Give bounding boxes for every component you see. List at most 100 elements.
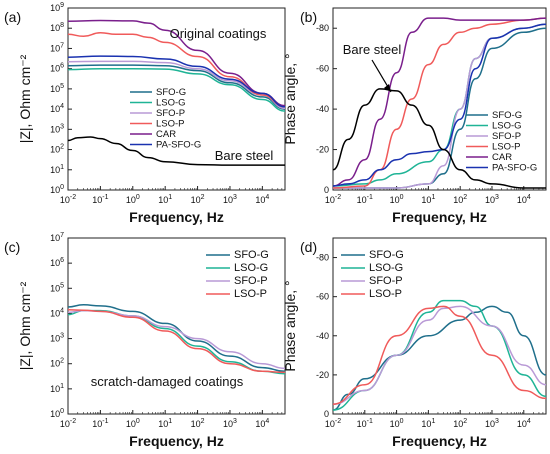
x-tick-label: 101 — [421, 194, 435, 205]
x-tick-label: 100 — [390, 418, 404, 429]
y-tick-label: 104 — [50, 103, 64, 114]
y-tick-label: -40 — [316, 104, 329, 114]
y-tick-label: 101 — [50, 383, 64, 394]
y-tick-label: 107 — [50, 232, 64, 243]
legend-entry: PA-SFO-G — [492, 163, 537, 174]
x-tick-label: 10-1 — [92, 194, 108, 205]
x-tick-label: 103 — [485, 418, 499, 429]
y-tick-label: 104 — [50, 307, 64, 318]
x-tick-label: 10-1 — [357, 194, 373, 205]
y-tick-label: 106 — [50, 63, 64, 74]
x-tick-label: 100 — [390, 194, 404, 205]
series-line-bare-steel — [68, 136, 285, 166]
panel-label: (a) — [4, 9, 21, 25]
x-tick-label: 103 — [223, 418, 237, 429]
y-tick-label: 105 — [50, 282, 64, 293]
annotation: scratch-damaged coatings — [91, 374, 244, 389]
series-line-car — [333, 17, 546, 187]
y-tick-label: -60 — [316, 64, 329, 74]
panel-1: 10-2 10-1 100 101 102 103 104 -80 -60 -40 -20 0 Freq… — [282, 7, 547, 225]
series-line-lso-p — [68, 309, 285, 374]
legend-entry: LSO-P — [234, 288, 267, 300]
plot-frame — [67, 7, 286, 191]
y-tick-label: 103 — [50, 123, 64, 134]
annotation: Bare steel — [215, 148, 274, 163]
panel-2: 10-2 10-1 100 101 102 103 104 100 101 102 103 104 10… — [4, 232, 286, 449]
x-tick-label: 10-2 — [60, 418, 76, 429]
series-line-sfo-p — [68, 309, 285, 370]
legend-entry: SFO-G — [234, 249, 269, 261]
x-tick-label: 10-1 — [357, 418, 373, 429]
x-axis-label: Frequency, Hz — [129, 209, 224, 225]
arrow-head-icon — [384, 84, 391, 92]
y-tick-label: 105 — [50, 83, 64, 94]
plot-frame — [67, 237, 286, 415]
y-tick-label: -20 — [316, 370, 329, 380]
x-tick-label: 102 — [191, 194, 205, 205]
x-tick-label: 102 — [453, 418, 467, 429]
y-tick-label: 101 — [50, 164, 64, 175]
annotation: Bare steel — [343, 42, 402, 57]
x-tick-label: 104 — [517, 194, 531, 205]
x-tick-label: 103 — [223, 194, 237, 205]
y-tick-label: 107 — [50, 42, 64, 53]
x-axis-label: Frequency, Hz — [392, 209, 487, 225]
x-tick-label: 10-1 — [92, 418, 108, 429]
legend-entry: LSO-P — [369, 288, 402, 300]
series-line-lso-p — [68, 31, 285, 108]
x-tick-label: 101 — [158, 194, 172, 205]
y-tick-label: 100 — [50, 184, 64, 195]
plot-frame — [332, 7, 547, 191]
legend-entry: CAR — [156, 129, 176, 140]
panel-label: (b) — [300, 9, 317, 25]
y-tick-label: 0 — [324, 185, 329, 195]
series-line-lso-p — [333, 305, 546, 405]
y-tick-label: 108 — [50, 22, 64, 33]
x-tick-label: 102 — [191, 418, 205, 429]
x-tick-label: 104 — [255, 194, 269, 205]
x-tick-label: 104 — [517, 418, 531, 429]
legend-entry: PA-SFO-G — [156, 140, 201, 151]
y-tick-label: 0 — [324, 409, 329, 419]
x-tick-label: 101 — [421, 418, 435, 429]
legend-entry: LSO-G — [369, 262, 403, 274]
x-tick-label: 101 — [158, 418, 172, 429]
y-tick-label: 106 — [50, 257, 64, 268]
series-line-bare-steel — [333, 88, 546, 189]
panel-3: 10-2 10-1 100 101 102 103 104 -80 -60 -40 -20 0 Freq… — [282, 237, 547, 449]
y-tick-label: -20 — [316, 145, 329, 155]
y-tick-label: -80 — [316, 23, 329, 33]
y-tick-label: 102 — [50, 144, 64, 155]
legend-entry: SFO-G — [156, 87, 186, 98]
series-line-sfo-g — [68, 304, 285, 373]
x-tick-label: 103 — [485, 194, 499, 205]
x-tick-label: 10-2 — [325, 194, 341, 205]
legend-entry: CAR — [492, 152, 512, 163]
y-tick-label: 109 — [50, 2, 64, 13]
y-tick-label: 102 — [50, 358, 64, 369]
legend-entry: LSO-P — [492, 142, 521, 153]
legend-entry: SFO-P — [492, 131, 521, 142]
x-tick-label: 10-2 — [60, 194, 76, 205]
series-line-sfo-g — [333, 305, 546, 411]
x-tick-label: 104 — [255, 418, 269, 429]
x-tick-label: 10-2 — [325, 418, 341, 429]
x-tick-label: 102 — [453, 194, 467, 205]
legend-entry: LSO-G — [156, 98, 186, 109]
x-tick-label: 100 — [126, 194, 140, 205]
legend-entry: SFO-P — [156, 108, 185, 119]
y-tick-label: 100 — [50, 408, 64, 419]
y-tick-label: 103 — [50, 333, 64, 344]
y-axis-label: Phase angle, ° — [282, 280, 298, 371]
series-line-sfo-p — [333, 305, 546, 405]
series-line-car — [68, 19, 285, 107]
x-axis-label: Frequency, Hz — [392, 433, 487, 449]
panel-label: (c) — [4, 239, 20, 255]
legend-entry: SFO-G — [492, 110, 522, 121]
x-axis-label: Frequency, Hz — [129, 433, 224, 449]
x-tick-label: 100 — [126, 418, 140, 429]
series-line-lso-g — [333, 299, 546, 411]
legend-entry: LSO-G — [492, 121, 522, 132]
y-axis-label: |Z|, Ohm cm⁻² — [17, 54, 33, 143]
y-tick-label: -60 — [316, 292, 329, 302]
